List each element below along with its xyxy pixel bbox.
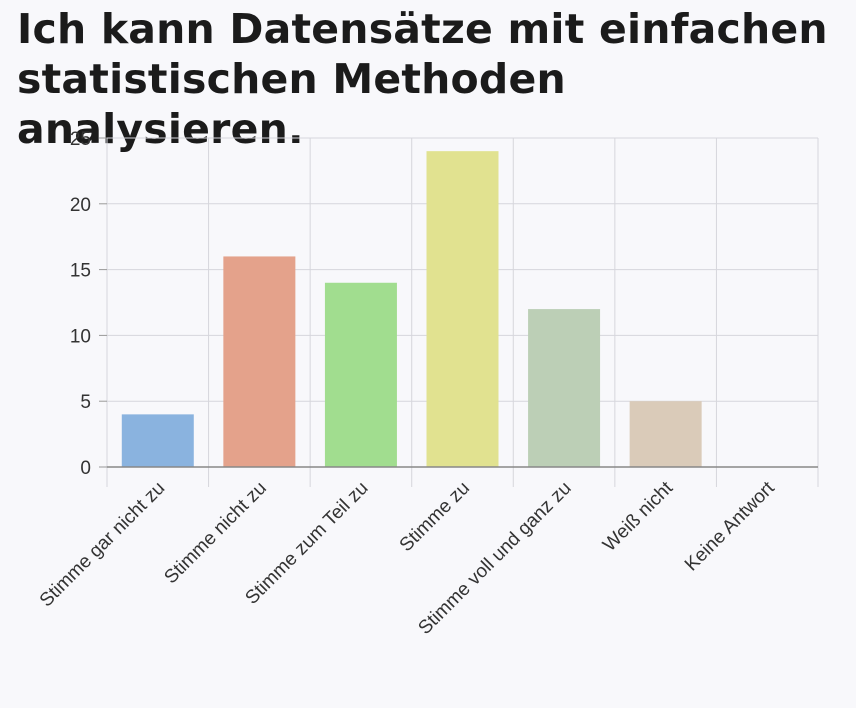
x-category-label: Keine Antwort — [681, 477, 779, 575]
x-category-label: Stimme zu — [396, 478, 474, 556]
bar — [121, 414, 194, 467]
y-axis-ticks: 0 5 10 15 20 25 — [70, 129, 107, 479]
y-tick-label: 5 — [80, 392, 91, 413]
y-tick-label: 25 — [70, 129, 91, 150]
bar — [223, 256, 296, 467]
y-tick-label: 15 — [70, 261, 91, 282]
bar — [629, 401, 702, 467]
bar — [324, 282, 397, 467]
bar — [528, 309, 601, 467]
x-category-label: Stimme nicht zu — [160, 478, 270, 588]
y-tick-label: 10 — [70, 326, 91, 347]
x-category-label: Stimme gar nicht zu — [36, 478, 170, 612]
chart-title: Ich kann Datensätze mit einfachen statis… — [17, 5, 828, 153]
bars — [121, 151, 702, 467]
x-category-label: Weiß nicht — [599, 477, 678, 556]
y-tick-label: 0 — [80, 458, 91, 479]
bar — [426, 151, 499, 467]
y-tick-label: 20 — [70, 195, 91, 216]
